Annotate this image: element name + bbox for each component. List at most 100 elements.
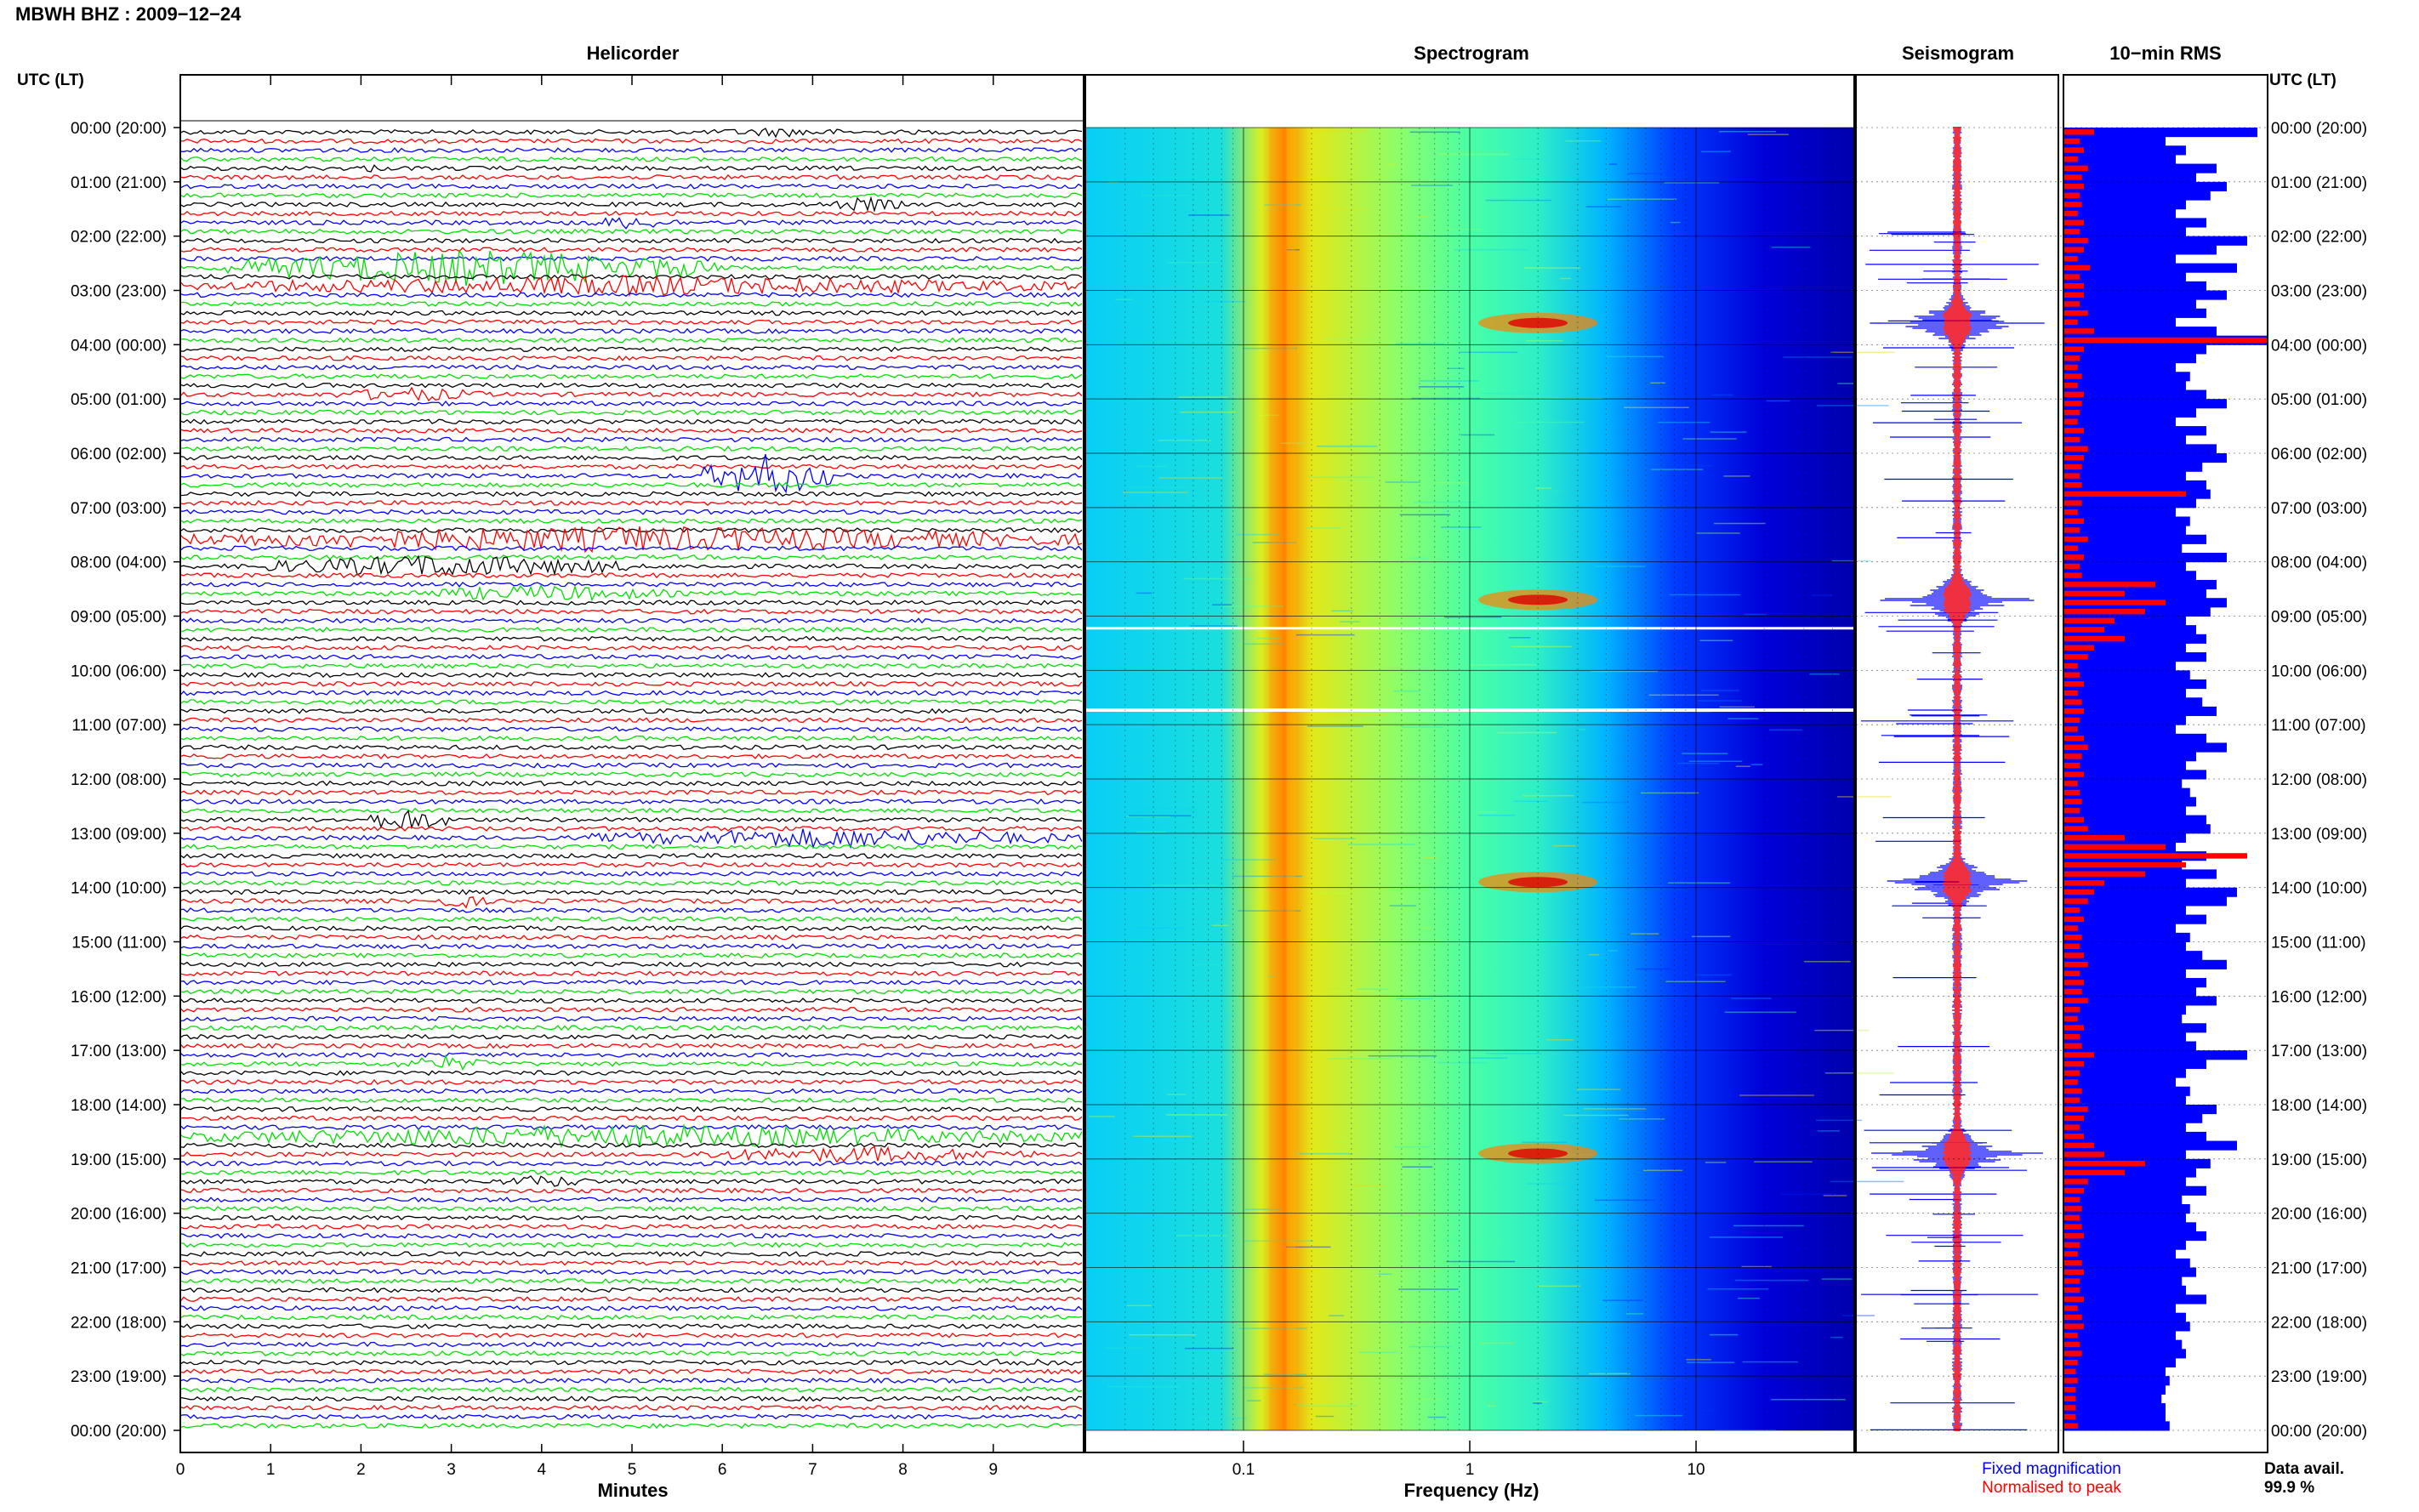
rms-bar-fixed — [2063, 253, 2176, 264]
spectrogram-streak — [1401, 726, 1443, 728]
rms-bar-fixed — [2063, 1304, 2176, 1314]
spectrogram-streak — [1709, 1236, 1784, 1238]
spectrogram-streak — [1126, 816, 1170, 817]
helicorder-trace — [179, 699, 1083, 705]
helicorder-trace — [179, 708, 1083, 714]
spectrogram-streak — [1724, 1011, 1796, 1014]
rms-bar-fixed — [2063, 372, 2190, 382]
spectrogram-streak — [1151, 884, 1217, 886]
time-tick-label-left: 11:00 (07:00) — [71, 717, 167, 735]
rms-bar-normalised — [2063, 1413, 2076, 1420]
spectrogram-streak — [1658, 421, 1710, 423]
spectrogram-streak — [1437, 481, 1468, 484]
rms-bar-normalised — [2063, 1070, 2080, 1076]
spectrogram-streak — [1158, 440, 1211, 441]
spectrogram-streak — [1811, 594, 1833, 596]
minute-tick-label: 5 — [628, 1461, 637, 1479]
helicorder-trace — [179, 1224, 1083, 1231]
spectrogram-streak — [1744, 613, 1767, 616]
spectrogram-streak — [1203, 300, 1246, 303]
rms-bar-normalised — [2063, 635, 2125, 642]
spectrogram-streak — [1409, 1345, 1452, 1348]
spectrogram-streak — [1552, 844, 1576, 847]
helicorder-trace — [179, 518, 1083, 525]
spectrogram-streak — [1444, 616, 1502, 618]
spectrogram-streak — [1385, 481, 1420, 483]
helicorder-trace — [179, 744, 1083, 751]
rms-bar-fixed — [2063, 1231, 2206, 1242]
rms-bar-fixed — [2063, 136, 2166, 146]
spectrogram-streak — [1194, 963, 1227, 966]
spectrogram-streak — [1754, 1161, 1813, 1162]
helicorder-trace — [179, 346, 1083, 353]
spectrogram-streak — [1267, 975, 1275, 977]
spectrogram-streak — [1419, 380, 1479, 382]
rms-bar-fixed — [2063, 742, 2227, 753]
spectrogram-streak — [1447, 367, 1465, 370]
rms-bar-normalised — [2063, 518, 2084, 524]
rms-bar-normalised — [2063, 301, 2080, 307]
spectrogram-streak — [1459, 351, 1518, 354]
rms-bar-fixed — [2063, 534, 2206, 544]
rms-bar-normalised — [2063, 1214, 2080, 1221]
spectrogram-streak — [1212, 604, 1232, 605]
rms-bar-normalised — [2063, 491, 2186, 497]
rms-bar-normalised — [2063, 192, 2080, 198]
spectrogram-streak — [1585, 206, 1622, 207]
rms-bar-normalised — [2063, 482, 2082, 488]
spectrogram-streak — [1582, 801, 1630, 804]
spectrogram-streak — [1263, 1373, 1306, 1375]
helicorder-trace — [179, 418, 1083, 425]
rms-bar-normalised — [2063, 1251, 2078, 1257]
rms-bar-normalised — [2063, 998, 2088, 1003]
spectrogram-streak — [1742, 1361, 1799, 1363]
time-tick-label-right: 03:00 (23:00) — [2271, 283, 2367, 301]
rms-bar-normalised — [2063, 391, 2084, 398]
spectrogram-streak — [1238, 875, 1247, 877]
spectrogram-streak — [1727, 718, 1759, 719]
rms-bar-fixed — [2063, 625, 2196, 635]
spectrogram-streak — [1396, 998, 1434, 999]
rms-bar-fixed — [2063, 1349, 2186, 1359]
rms-bar-normalised — [2063, 844, 2166, 850]
time-axis-label-right: UTC (LT) — [2269, 71, 2336, 89]
rms-bar-fixed — [2063, 932, 2190, 942]
rms-bar-normalised — [2063, 1034, 2080, 1040]
rms-bar-fixed — [2063, 1068, 2186, 1078]
spectrogram-streak — [1508, 637, 1531, 639]
spectrogram-event-core — [1508, 594, 1568, 605]
rms-bar-fixed — [2063, 399, 2227, 409]
rms-bar-fixed — [2063, 1004, 2186, 1015]
helicorder-trace — [179, 164, 1083, 173]
spectrogram-streak — [1648, 694, 1719, 696]
rms-bar-normalised — [2063, 183, 2084, 190]
rms-bar-fixed — [2063, 299, 2196, 310]
spectrogram-streak — [1804, 960, 1851, 963]
rms-bar-fixed — [2063, 715, 2186, 725]
spectrogram-streak — [1235, 533, 1280, 536]
rms-bar-fixed — [2063, 1204, 2190, 1214]
spectrogram-streak — [1399, 514, 1450, 516]
spectrogram-streak — [1386, 163, 1397, 166]
spectrogram-streak — [1741, 1265, 1772, 1268]
time-tick-label-left: 21:00 (17:00) — [71, 1260, 167, 1278]
frequency-tick-label: 10 — [1687, 1461, 1705, 1479]
rms-bar-normalised — [2063, 789, 2080, 796]
spectrogram-streak — [1402, 1166, 1433, 1168]
rms-bar-normalised — [2063, 699, 2082, 705]
rms-bar-normalised — [2063, 672, 2080, 678]
rms-bar-normalised — [2063, 744, 2088, 750]
spectrogram-streak — [1471, 1057, 1508, 1059]
time-tick-label-left: 06:00 (02:00) — [71, 446, 167, 463]
spectrogram-streak — [1710, 431, 1747, 433]
rms-bar-fixed — [2063, 1312, 2186, 1322]
rms-bar-fixed — [2063, 643, 2186, 653]
rms-bar-fixed — [2063, 407, 2196, 418]
rms-bar-fixed — [2063, 1105, 2217, 1115]
spectrogram-title: Spectrogram — [1414, 43, 1529, 64]
time-tick-label-left: 10:00 (06:00) — [71, 662, 167, 680]
helicorder-trace — [179, 1169, 1083, 1176]
spectrogram-streak — [1129, 1334, 1197, 1336]
spectrogram-streak — [1348, 844, 1416, 845]
helicorder-trace — [179, 1054, 1083, 1071]
